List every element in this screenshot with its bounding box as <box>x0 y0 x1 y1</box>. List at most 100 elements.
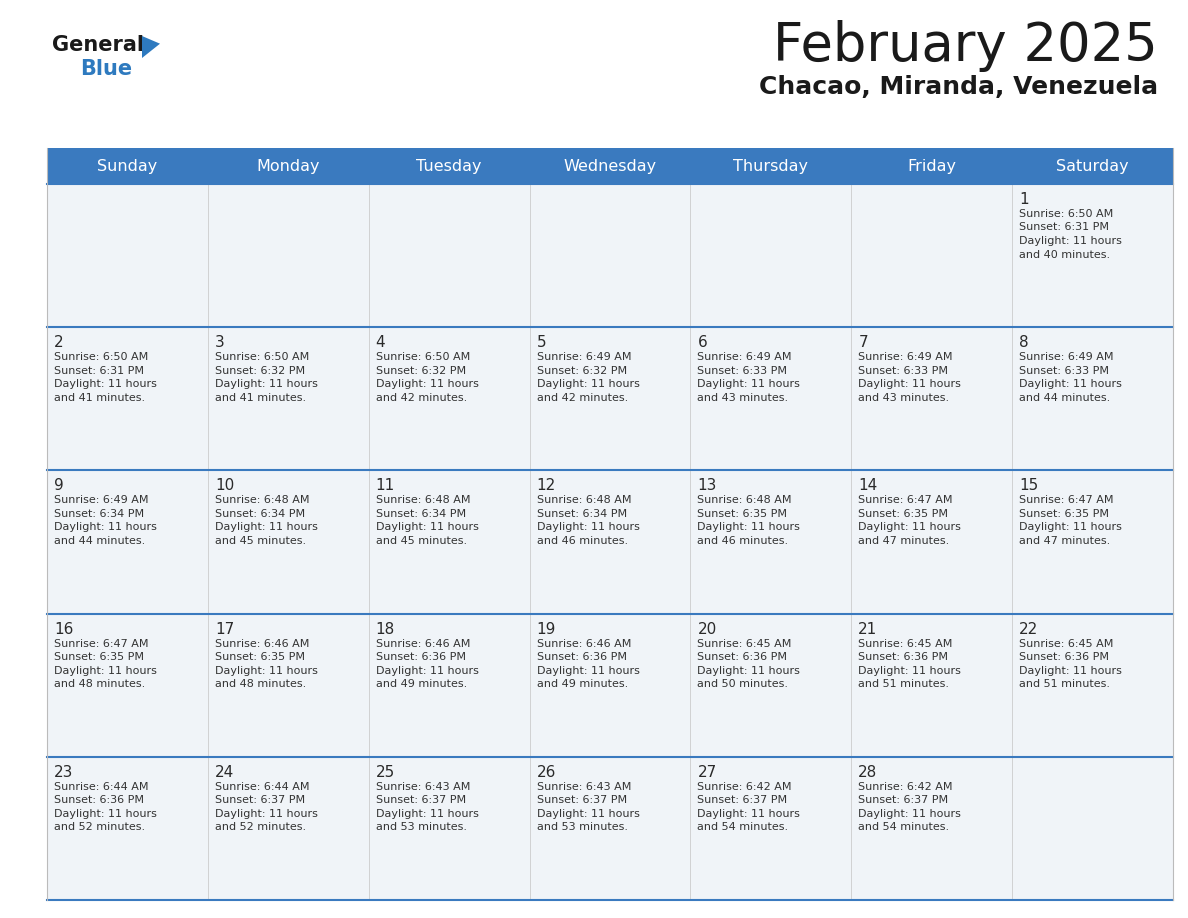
Text: and 47 minutes.: and 47 minutes. <box>1019 536 1111 546</box>
Text: 28: 28 <box>858 765 878 779</box>
Text: 18: 18 <box>375 621 394 636</box>
Text: Sunset: 6:34 PM: Sunset: 6:34 PM <box>215 509 305 519</box>
Text: Sunrise: 6:47 AM: Sunrise: 6:47 AM <box>858 496 953 506</box>
Text: Daylight: 11 hours: Daylight: 11 hours <box>215 666 317 676</box>
Text: and 42 minutes.: and 42 minutes. <box>537 393 627 403</box>
Text: Sunset: 6:31 PM: Sunset: 6:31 PM <box>1019 222 1110 232</box>
Text: and 43 minutes.: and 43 minutes. <box>697 393 789 403</box>
Text: Sunset: 6:37 PM: Sunset: 6:37 PM <box>215 795 305 805</box>
Text: Friday: Friday <box>908 159 956 174</box>
Text: 24: 24 <box>215 765 234 779</box>
Text: and 41 minutes.: and 41 minutes. <box>215 393 307 403</box>
Text: Sunset: 6:37 PM: Sunset: 6:37 PM <box>375 795 466 805</box>
Text: Sunset: 6:35 PM: Sunset: 6:35 PM <box>858 509 948 519</box>
Text: and 50 minutes.: and 50 minutes. <box>697 679 789 689</box>
Text: Sunrise: 6:46 AM: Sunrise: 6:46 AM <box>215 639 309 649</box>
Text: Sunset: 6:35 PM: Sunset: 6:35 PM <box>53 652 144 662</box>
Text: and 53 minutes.: and 53 minutes. <box>375 823 467 833</box>
Text: Monday: Monday <box>257 159 320 174</box>
Text: February 2025: February 2025 <box>773 20 1158 72</box>
Text: Sunset: 6:35 PM: Sunset: 6:35 PM <box>697 509 788 519</box>
Text: Sunrise: 6:49 AM: Sunrise: 6:49 AM <box>1019 353 1113 363</box>
Bar <box>48 184 1173 327</box>
Text: Daylight: 11 hours: Daylight: 11 hours <box>215 379 317 389</box>
Text: Wednesday: Wednesday <box>563 159 657 174</box>
Text: 21: 21 <box>858 621 878 636</box>
Text: Daylight: 11 hours: Daylight: 11 hours <box>858 809 961 819</box>
Text: Sunrise: 6:49 AM: Sunrise: 6:49 AM <box>858 353 953 363</box>
Text: Daylight: 11 hours: Daylight: 11 hours <box>375 522 479 532</box>
Text: Sunset: 6:33 PM: Sunset: 6:33 PM <box>858 365 948 375</box>
Text: Sunrise: 6:46 AM: Sunrise: 6:46 AM <box>375 639 470 649</box>
Text: Daylight: 11 hours: Daylight: 11 hours <box>697 809 801 819</box>
Text: 22: 22 <box>1019 621 1038 636</box>
Text: Daylight: 11 hours: Daylight: 11 hours <box>537 522 639 532</box>
Text: and 45 minutes.: and 45 minutes. <box>375 536 467 546</box>
Text: Daylight: 11 hours: Daylight: 11 hours <box>537 379 639 389</box>
Text: 6: 6 <box>697 335 707 350</box>
Text: Sunrise: 6:46 AM: Sunrise: 6:46 AM <box>537 639 631 649</box>
Text: Sunrise: 6:50 AM: Sunrise: 6:50 AM <box>1019 209 1113 219</box>
Text: 26: 26 <box>537 765 556 779</box>
Polygon shape <box>143 36 160 58</box>
Text: 13: 13 <box>697 478 716 493</box>
Text: Sunrise: 6:45 AM: Sunrise: 6:45 AM <box>697 639 792 649</box>
Text: and 52 minutes.: and 52 minutes. <box>215 823 307 833</box>
Text: 27: 27 <box>697 765 716 779</box>
Text: and 41 minutes.: and 41 minutes. <box>53 393 145 403</box>
Text: Sunset: 6:37 PM: Sunset: 6:37 PM <box>858 795 948 805</box>
Text: Sunrise: 6:49 AM: Sunrise: 6:49 AM <box>697 353 792 363</box>
Text: Thursday: Thursday <box>733 159 808 174</box>
Text: Sunset: 6:36 PM: Sunset: 6:36 PM <box>537 652 626 662</box>
Text: 20: 20 <box>697 621 716 636</box>
Bar <box>48 148 1173 184</box>
Text: and 47 minutes.: and 47 minutes. <box>858 536 949 546</box>
Text: Sunset: 6:34 PM: Sunset: 6:34 PM <box>375 509 466 519</box>
Text: 14: 14 <box>858 478 878 493</box>
Text: Sunset: 6:34 PM: Sunset: 6:34 PM <box>53 509 144 519</box>
Text: Sunrise: 6:48 AM: Sunrise: 6:48 AM <box>537 496 631 506</box>
Text: and 49 minutes.: and 49 minutes. <box>375 679 467 689</box>
Text: Saturday: Saturday <box>1056 159 1129 174</box>
Text: 12: 12 <box>537 478 556 493</box>
Text: Sunday: Sunday <box>97 159 158 174</box>
Text: Blue: Blue <box>80 59 132 79</box>
Text: General: General <box>52 35 144 55</box>
Text: Sunset: 6:37 PM: Sunset: 6:37 PM <box>697 795 788 805</box>
Text: 3: 3 <box>215 335 225 350</box>
Text: 5: 5 <box>537 335 546 350</box>
Text: Sunrise: 6:48 AM: Sunrise: 6:48 AM <box>375 496 470 506</box>
Text: 25: 25 <box>375 765 394 779</box>
Text: Sunrise: 6:48 AM: Sunrise: 6:48 AM <box>697 496 792 506</box>
Text: 17: 17 <box>215 621 234 636</box>
Text: 23: 23 <box>53 765 74 779</box>
Text: 4: 4 <box>375 335 385 350</box>
Text: Daylight: 11 hours: Daylight: 11 hours <box>697 666 801 676</box>
Text: Sunrise: 6:42 AM: Sunrise: 6:42 AM <box>697 782 792 792</box>
Text: Daylight: 11 hours: Daylight: 11 hours <box>53 666 157 676</box>
Text: and 40 minutes.: and 40 minutes. <box>1019 250 1111 260</box>
Text: Daylight: 11 hours: Daylight: 11 hours <box>53 522 157 532</box>
Text: Tuesday: Tuesday <box>416 159 482 174</box>
Text: and 45 minutes.: and 45 minutes. <box>215 536 307 546</box>
Text: and 48 minutes.: and 48 minutes. <box>215 679 307 689</box>
Text: and 54 minutes.: and 54 minutes. <box>697 823 789 833</box>
Text: Daylight: 11 hours: Daylight: 11 hours <box>697 522 801 532</box>
Text: Sunrise: 6:50 AM: Sunrise: 6:50 AM <box>53 353 148 363</box>
Text: Sunset: 6:37 PM: Sunset: 6:37 PM <box>537 795 627 805</box>
Text: Sunrise: 6:49 AM: Sunrise: 6:49 AM <box>537 353 631 363</box>
Text: Daylight: 11 hours: Daylight: 11 hours <box>53 809 157 819</box>
Text: Daylight: 11 hours: Daylight: 11 hours <box>858 666 961 676</box>
Bar <box>48 756 1173 900</box>
Text: Sunrise: 6:44 AM: Sunrise: 6:44 AM <box>53 782 148 792</box>
Text: and 52 minutes.: and 52 minutes. <box>53 823 145 833</box>
Text: and 46 minutes.: and 46 minutes. <box>537 536 627 546</box>
Text: Sunset: 6:36 PM: Sunset: 6:36 PM <box>53 795 144 805</box>
Text: Sunset: 6:33 PM: Sunset: 6:33 PM <box>1019 365 1110 375</box>
Text: and 46 minutes.: and 46 minutes. <box>697 536 789 546</box>
Bar <box>48 327 1173 470</box>
Text: and 42 minutes.: and 42 minutes. <box>375 393 467 403</box>
Text: Daylight: 11 hours: Daylight: 11 hours <box>858 379 961 389</box>
Text: Sunrise: 6:50 AM: Sunrise: 6:50 AM <box>375 353 470 363</box>
Text: Sunset: 6:32 PM: Sunset: 6:32 PM <box>375 365 466 375</box>
